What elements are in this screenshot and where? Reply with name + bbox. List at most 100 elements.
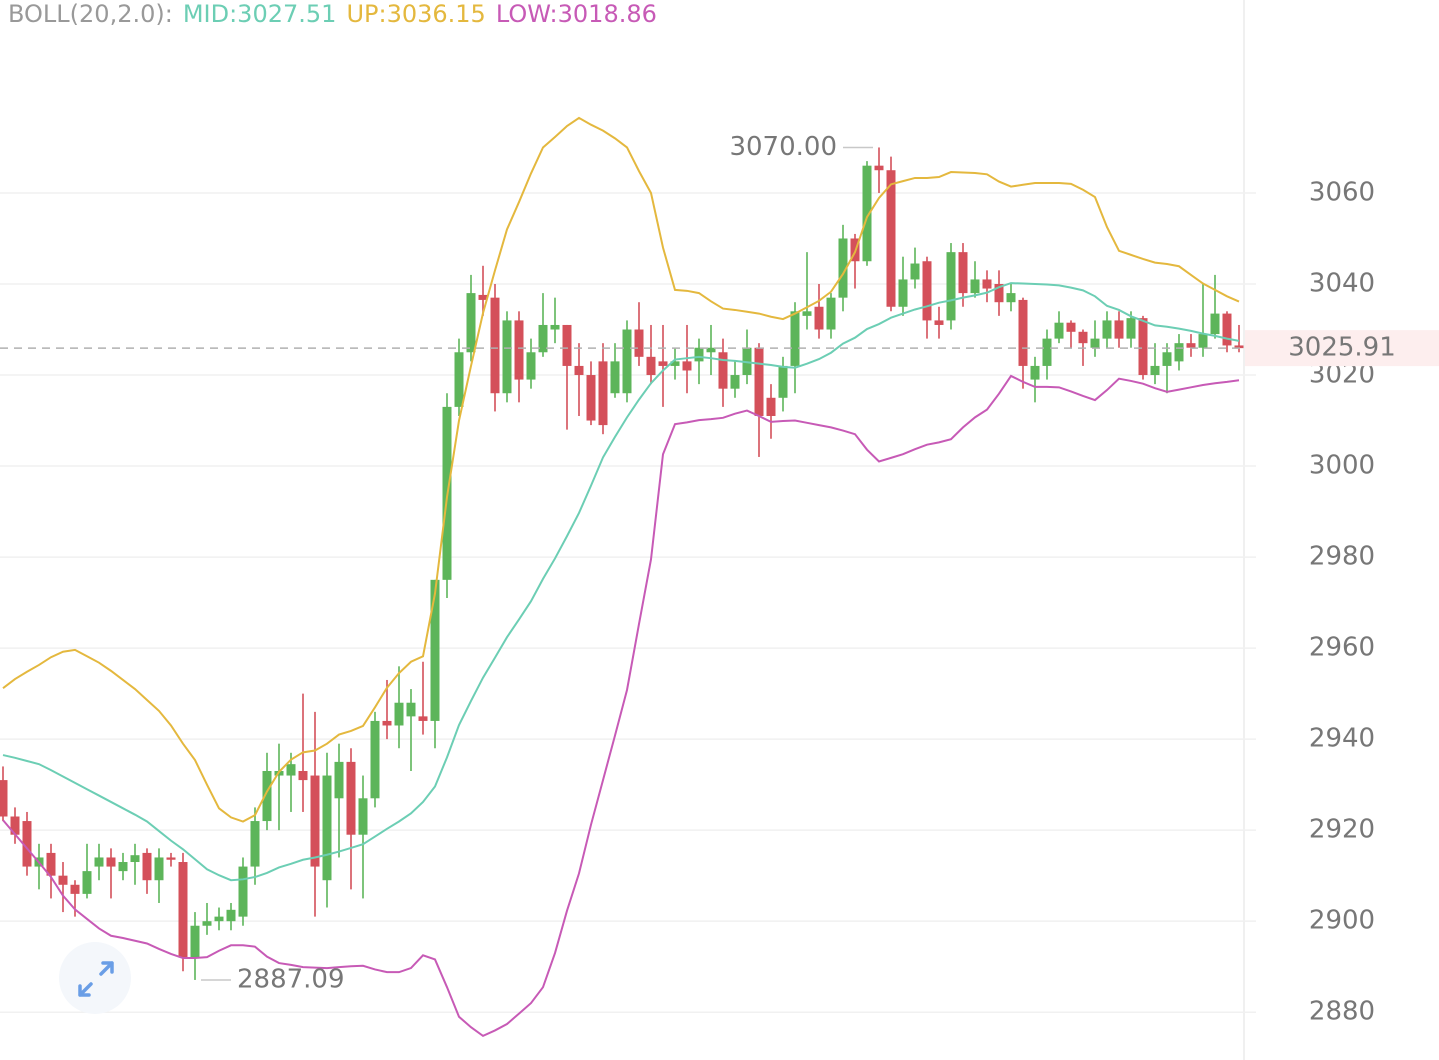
candle-body: [490, 297, 500, 394]
candle-body: [466, 293, 476, 353]
candle-body: [610, 361, 620, 394]
candle-body: [982, 279, 992, 289]
candle-body: [1114, 320, 1124, 339]
expand-icon[interactable]: [78, 961, 114, 997]
candle-body: [46, 852, 56, 876]
candle-body: [598, 361, 608, 426]
candle-body: [658, 361, 668, 366]
candle-body: [514, 320, 524, 380]
candle-body: [214, 916, 224, 922]
indicator-label: BOLL(20,2.0):: [8, 0, 173, 28]
candle-body: [334, 761, 344, 799]
candle-body: [730, 375, 740, 389]
candle-body: [994, 284, 1004, 303]
candle-body: [1186, 343, 1196, 348]
y-tick-label: 2960: [1309, 633, 1375, 663]
candle-body: [1066, 322, 1076, 332]
expand-bg[interactable]: [59, 942, 131, 1014]
candle-body: [1150, 365, 1160, 376]
candle-body: [358, 798, 368, 835]
candle-body: [1018, 299, 1028, 366]
candle-body: [778, 365, 788, 398]
candle-body: [82, 871, 92, 894]
candle-body: [814, 306, 824, 330]
candle-body: [1102, 320, 1112, 339]
candle-body: [1006, 293, 1016, 303]
candle-body: [250, 821, 260, 867]
candle-body: [22, 821, 32, 867]
y-tick-label: 2900: [1309, 906, 1375, 936]
candle-body: [118, 862, 128, 872]
candle-body: [826, 297, 836, 330]
candle-body: [190, 925, 200, 958]
legend-entry: LOW:3018.86: [496, 0, 657, 28]
candle-body: [226, 909, 236, 922]
candle-body: [130, 855, 140, 863]
candle-body: [970, 279, 980, 294]
candle-body: [394, 702, 404, 726]
legend-entry: UP:3036.15: [346, 0, 485, 28]
candle-body: [346, 761, 356, 835]
candle-body: [682, 361, 692, 371]
y-tick-label: 3040: [1309, 269, 1375, 299]
candle-body: [1162, 352, 1172, 366]
candle-body: [322, 775, 332, 881]
candle-body: [922, 261, 932, 321]
band-line: [2, 282, 1240, 882]
candle-body: [58, 875, 68, 885]
candle-body: [478, 294, 488, 300]
candle-body: [1210, 313, 1220, 335]
candle-body: [1138, 318, 1148, 376]
candle-body: [622, 329, 632, 394]
legend-entry: MID:3027.51: [183, 0, 337, 28]
candle-body: [142, 852, 152, 881]
candle-body: [574, 365, 584, 376]
candle-body: [670, 361, 680, 366]
candle-body: [298, 770, 308, 781]
last-price-bg: [1245, 330, 1439, 367]
last-price-label: 3025.91: [1288, 333, 1396, 363]
candle-body: [1126, 318, 1136, 339]
y-tick-label: 3060: [1309, 177, 1375, 207]
candle-body: [910, 263, 920, 280]
candle-body: [502, 320, 512, 394]
candle-body: [454, 352, 464, 407]
y-tick-label: 2980: [1309, 542, 1375, 572]
candle-body: [1042, 338, 1052, 366]
candle-body: [1030, 365, 1040, 380]
candle-body: [166, 857, 176, 860]
candle-body: [526, 352, 536, 380]
candle-body: [790, 311, 800, 366]
candle-body: [694, 347, 704, 362]
candle-body: [1234, 345, 1244, 349]
annotation-label: 3070.00: [729, 132, 837, 162]
candle-body: [862, 165, 872, 262]
candle-body: [634, 329, 644, 357]
candle-body: [1222, 313, 1232, 346]
candle-body: [262, 770, 272, 822]
candle-body: [238, 866, 248, 917]
candle-body: [310, 775, 320, 867]
candle-body: [70, 884, 80, 894]
band-line: [2, 374, 1240, 1038]
candle-body: [1174, 343, 1184, 362]
candle-body: [838, 238, 848, 298]
candle-body: [934, 320, 944, 325]
candle-body: [178, 862, 188, 958]
candle-body: [886, 170, 896, 307]
candle-body: [382, 720, 392, 726]
annotation-label: 2887.09: [237, 964, 345, 994]
y-tick-label: 2920: [1309, 815, 1375, 845]
candle-body: [1078, 331, 1088, 344]
overlay: 2880290029202940296029803000302030403060…: [0, 132, 1439, 1027]
candle-body: [202, 921, 212, 926]
candle-body: [406, 702, 416, 717]
candle-body: [766, 397, 776, 416]
candle-body: [754, 347, 764, 416]
marks: [0, 116, 1244, 1038]
y-tick-label: 2940: [1309, 724, 1375, 754]
expand-button[interactable]: [59, 942, 131, 1014]
candle-body: [106, 857, 116, 867]
